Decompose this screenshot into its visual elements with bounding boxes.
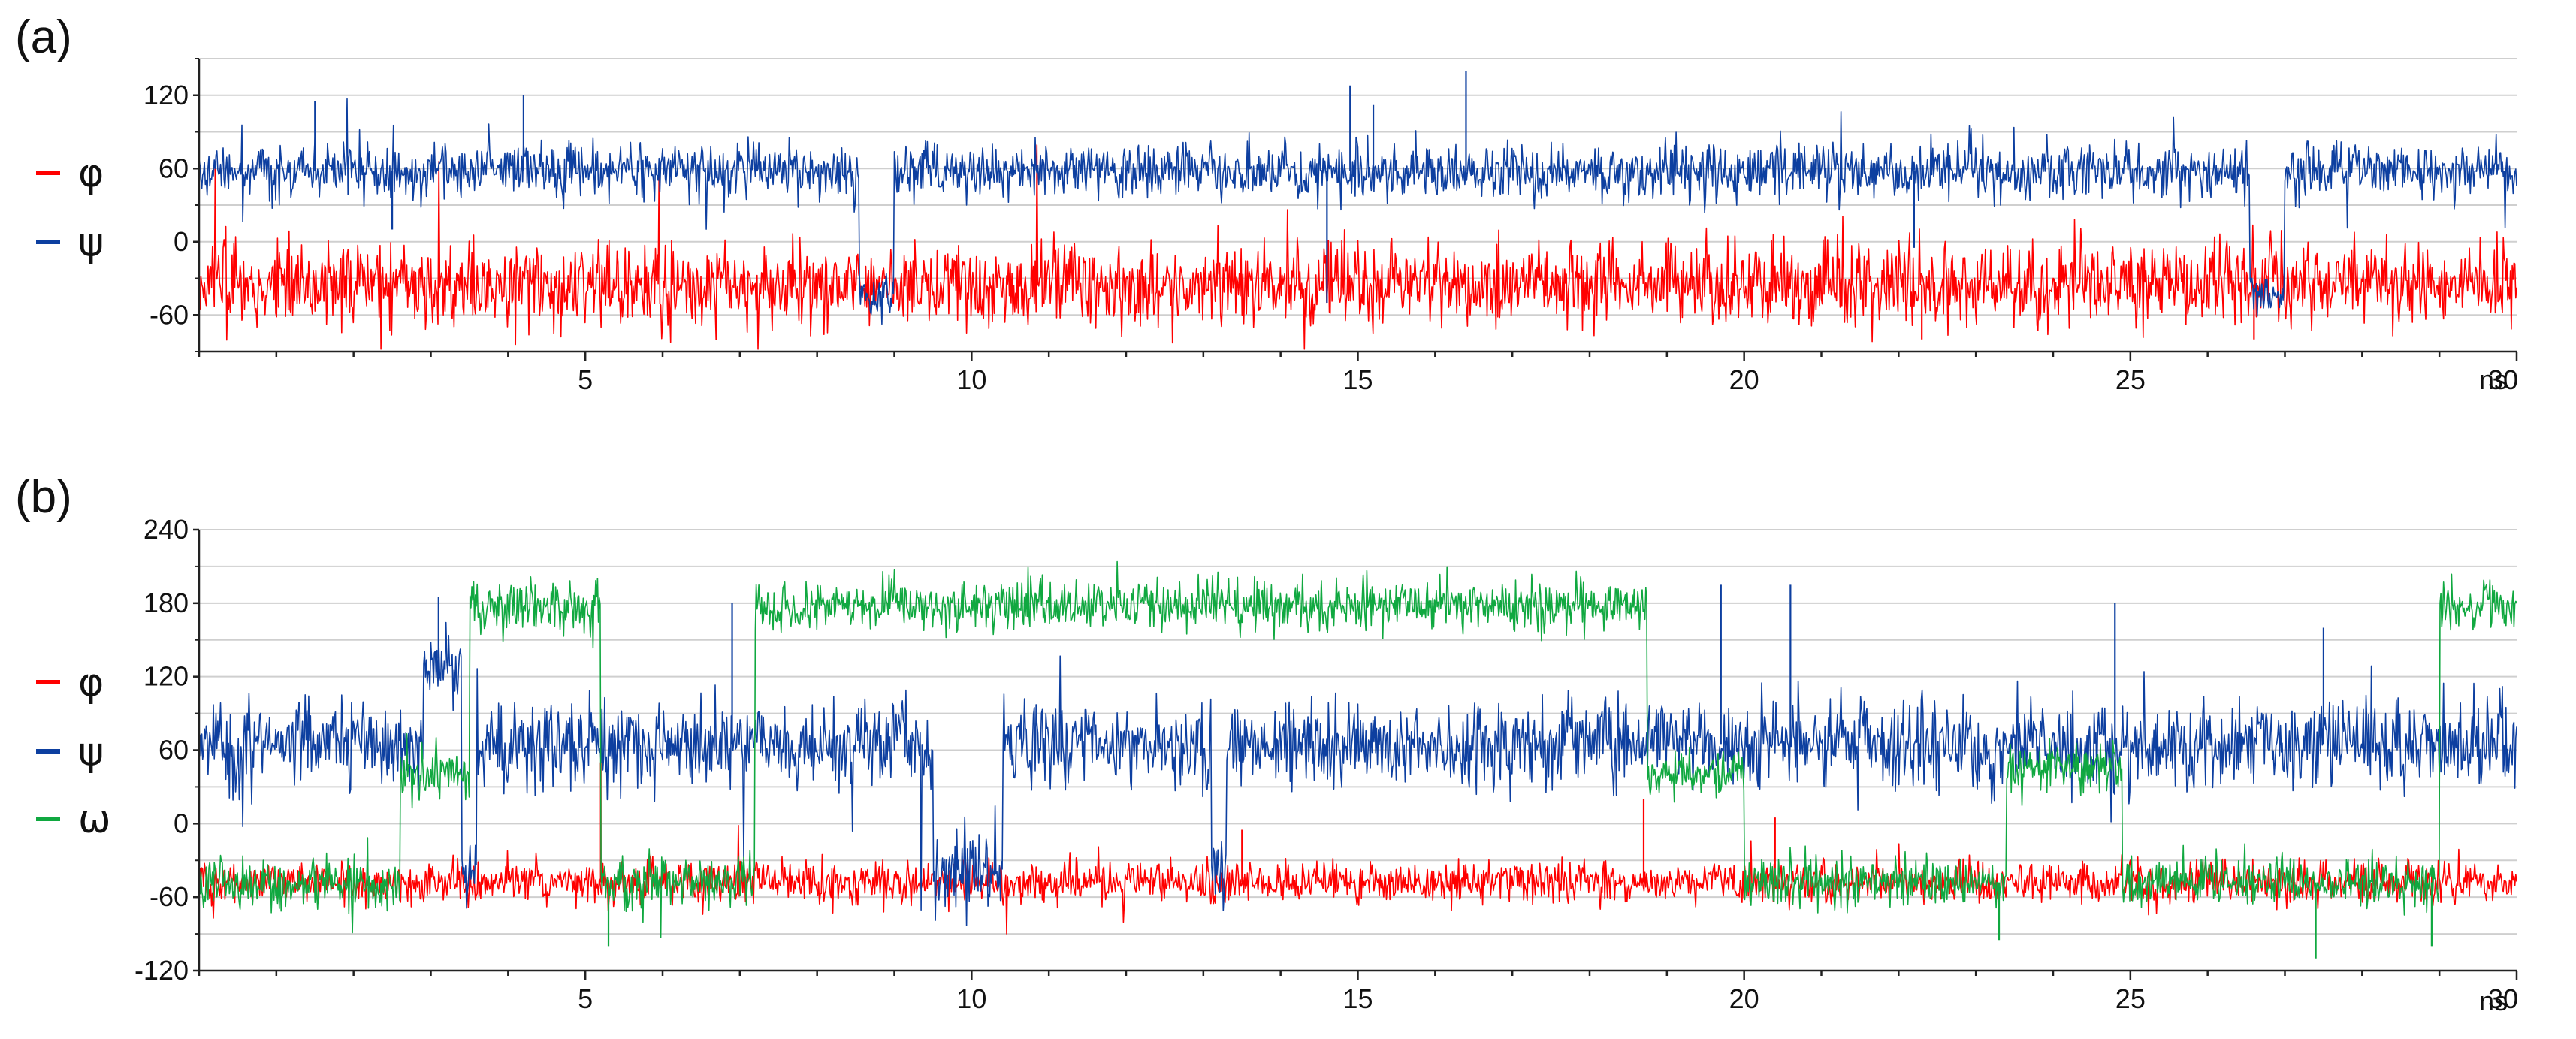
- x-tick-label: 25: [2115, 983, 2146, 1014]
- panel-b-y-tick-labels: -120 -60 0 60 120 180 240: [134, 514, 189, 986]
- panel-a-x-unit: ns: [2479, 364, 2508, 395]
- y-tick-label: -60: [149, 299, 189, 330]
- panel-b-label: (b): [15, 471, 72, 523]
- panel-a-legend: φ ψ: [36, 151, 104, 265]
- y-tick-label: 60: [159, 735, 189, 766]
- x-tick-label: 15: [1342, 983, 1373, 1014]
- legend-b-psi-label: ψ: [78, 729, 104, 775]
- panel-a: (a) -60 0 60 120 5 10 15 20 25 30 ns φ ψ: [15, 11, 2518, 395]
- panel-b-x-unit: ns: [2479, 986, 2508, 1016]
- x-tick-label: 10: [956, 364, 986, 395]
- legend-b-omega-label: ω: [78, 797, 111, 842]
- y-tick-label: 0: [174, 808, 189, 838]
- series-line-ω: [198, 560, 2517, 938]
- y-tick-label: -60: [149, 881, 189, 912]
- series-line-ψ: [198, 621, 2517, 926]
- y-tick-label: 180: [143, 587, 189, 618]
- x-tick-label: 15: [1342, 364, 1373, 395]
- x-tick-label: 30: [2488, 983, 2518, 1014]
- series-line-φ: [198, 144, 2517, 350]
- x-tick-label: 25: [2115, 364, 2146, 395]
- panel-b-series: [198, 560, 2517, 959]
- x-tick-label: 5: [578, 983, 593, 1014]
- legend-a-phi-label: φ: [78, 151, 104, 196]
- y-tick-label: 0: [174, 226, 189, 257]
- panel-a-y-tick-labels: -60 0 60 120: [143, 80, 189, 331]
- y-tick-label: -120: [134, 955, 189, 986]
- x-tick-label: 30: [2488, 364, 2518, 395]
- panel-b: (b) -120 -60 0 60 120 180 240 5 10 15 20 25 30 ns φ…: [15, 471, 2518, 1016]
- panel-a-x-tick-labels: 5 10 15 20 25 30: [578, 364, 2518, 395]
- panel-b-ticks: [193, 528, 2518, 980]
- panel-b-legend: φ ψ ω: [36, 660, 111, 842]
- panel-b-x-tick-labels: 5 10 15 20 25 30: [578, 983, 2518, 1014]
- panel-a-label: (a): [15, 11, 72, 63]
- legend-a-psi-label: ψ: [78, 220, 104, 265]
- legend-b-phi-label: φ: [78, 660, 104, 705]
- x-tick-label: 5: [578, 364, 593, 395]
- panel-a-ticks: [193, 58, 2518, 361]
- y-tick-label: 240: [143, 514, 189, 545]
- x-tick-label: 20: [1729, 983, 1759, 1014]
- x-tick-label: 10: [956, 983, 986, 1014]
- y-tick-label: 60: [159, 153, 189, 183]
- series-line-φ: [198, 824, 2517, 935]
- series-line-ψ: [198, 98, 2517, 325]
- panel-b-grid: [199, 529, 2517, 935]
- y-tick-label: 120: [143, 80, 189, 110]
- y-tick-label: 120: [143, 661, 189, 692]
- x-tick-label: 20: [1729, 364, 1759, 395]
- panel-a-series: [198, 71, 2517, 350]
